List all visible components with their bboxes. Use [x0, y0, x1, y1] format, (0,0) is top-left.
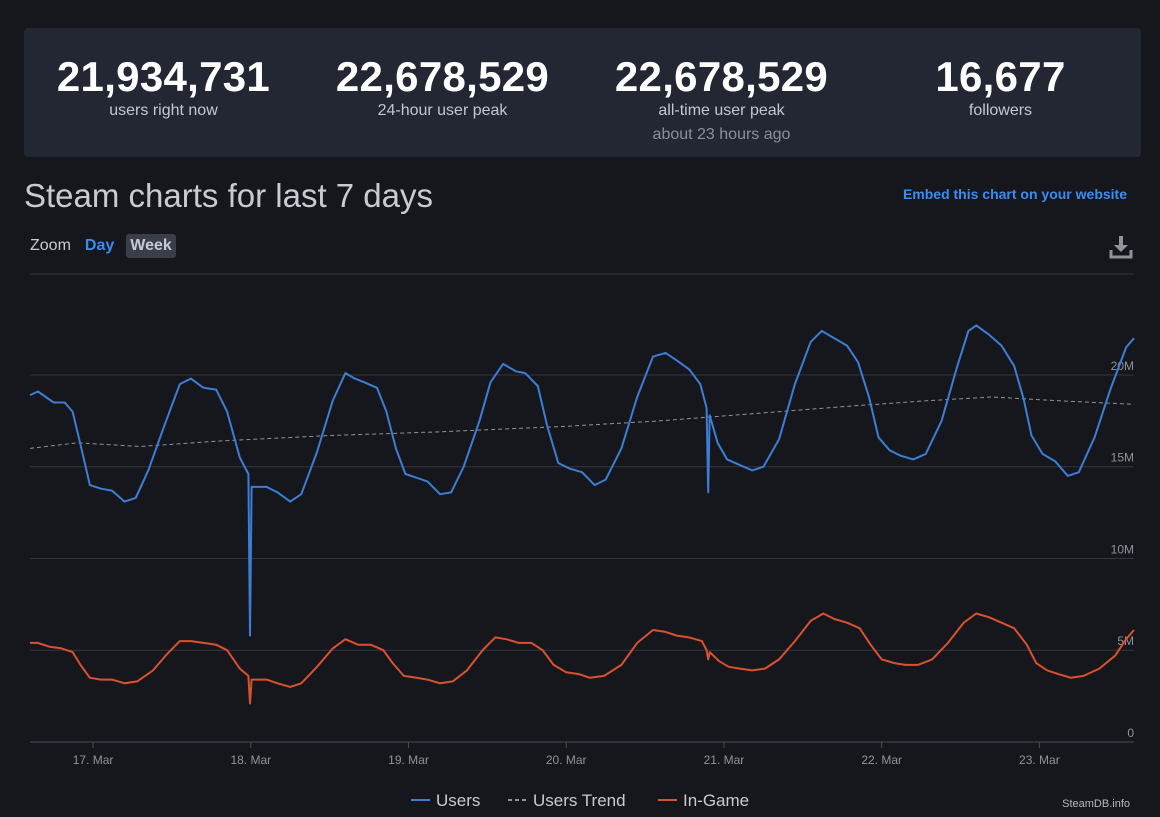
stat-label: users right now [109, 102, 218, 119]
stat-value: 22,678,529 [614, 53, 829, 100]
legend-label: In-Game [683, 791, 749, 810]
stats-bar: 21,934,731 users right now 22,678,529 24… [24, 28, 1141, 157]
chart-legend[interactable]: Users Users Trend In-Game [411, 791, 749, 810]
stat-label: all-time user peak [658, 102, 785, 119]
chart-gridlines [30, 273, 1134, 743]
steamdb-watermark: SteamDB.info [1062, 798, 1130, 810]
legend-label: Users Trend [533, 791, 626, 810]
stat-sub-label[interactable]: about 23 hours ago [652, 126, 791, 143]
download-icon[interactable] [1108, 234, 1134, 260]
series-line-users-trend [29, 396, 1135, 449]
legend-item-users-trend[interactable]: Users Trend [508, 791, 626, 810]
stat-value: 21,934,731 [56, 53, 271, 100]
stat-label: followers [968, 102, 1033, 119]
legend-label: Users [436, 791, 480, 810]
chart-series [29, 324, 1135, 705]
stat-all-time-peak: 22,678,529 all-time user peak about 23 h… [582, 28, 861, 148]
y-tick-label: 20M [1111, 359, 1134, 373]
zoom-week-button[interactable]: Week [126, 234, 176, 258]
x-tick-label: 17. Mar [73, 753, 114, 767]
y-tick-label: 0 [1127, 726, 1134, 740]
stat-label: 24-hour user peak [377, 102, 508, 119]
legend-item-users[interactable]: Users [411, 791, 480, 810]
x-tick-label: 21. Mar [704, 753, 745, 767]
x-tick-label: 23. Mar [1019, 753, 1060, 767]
x-tick-label: 19. Mar [388, 753, 429, 767]
zoom-day-button[interactable]: Day [84, 237, 115, 254]
stat-value: 16,677 [935, 53, 1066, 100]
legend-item-in-game[interactable]: In-Game [658, 791, 749, 810]
zoom-label: Zoom [30, 237, 71, 254]
stat-users-now: 21,934,731 users right now [24, 28, 303, 122]
chart-x-axis: 17. Mar 18. Mar 19. Mar 20. Mar 21. Mar 22. M… [73, 742, 1060, 767]
stat-value: 22,678,529 [335, 53, 550, 100]
series-line-in-game [30, 612, 1135, 705]
zoom-controls: Zoom Day Week [30, 233, 184, 259]
series-line-users [29, 324, 1135, 637]
section-title: Steam charts for last 7 days [24, 177, 434, 214]
x-tick-label: 18. Mar [230, 753, 271, 767]
y-tick-label: 10M [1111, 542, 1134, 556]
x-tick-label: 22. Mar [861, 753, 902, 767]
stat-followers: 16,677 followers [861, 28, 1140, 122]
stat-24h-peak: 22,678,529 24-hour user peak [303, 28, 582, 122]
y-tick-label: 15M [1111, 451, 1134, 465]
embed-chart-link[interactable]: Embed this chart on your website [902, 186, 1127, 202]
x-tick-label: 20. Mar [546, 753, 587, 767]
